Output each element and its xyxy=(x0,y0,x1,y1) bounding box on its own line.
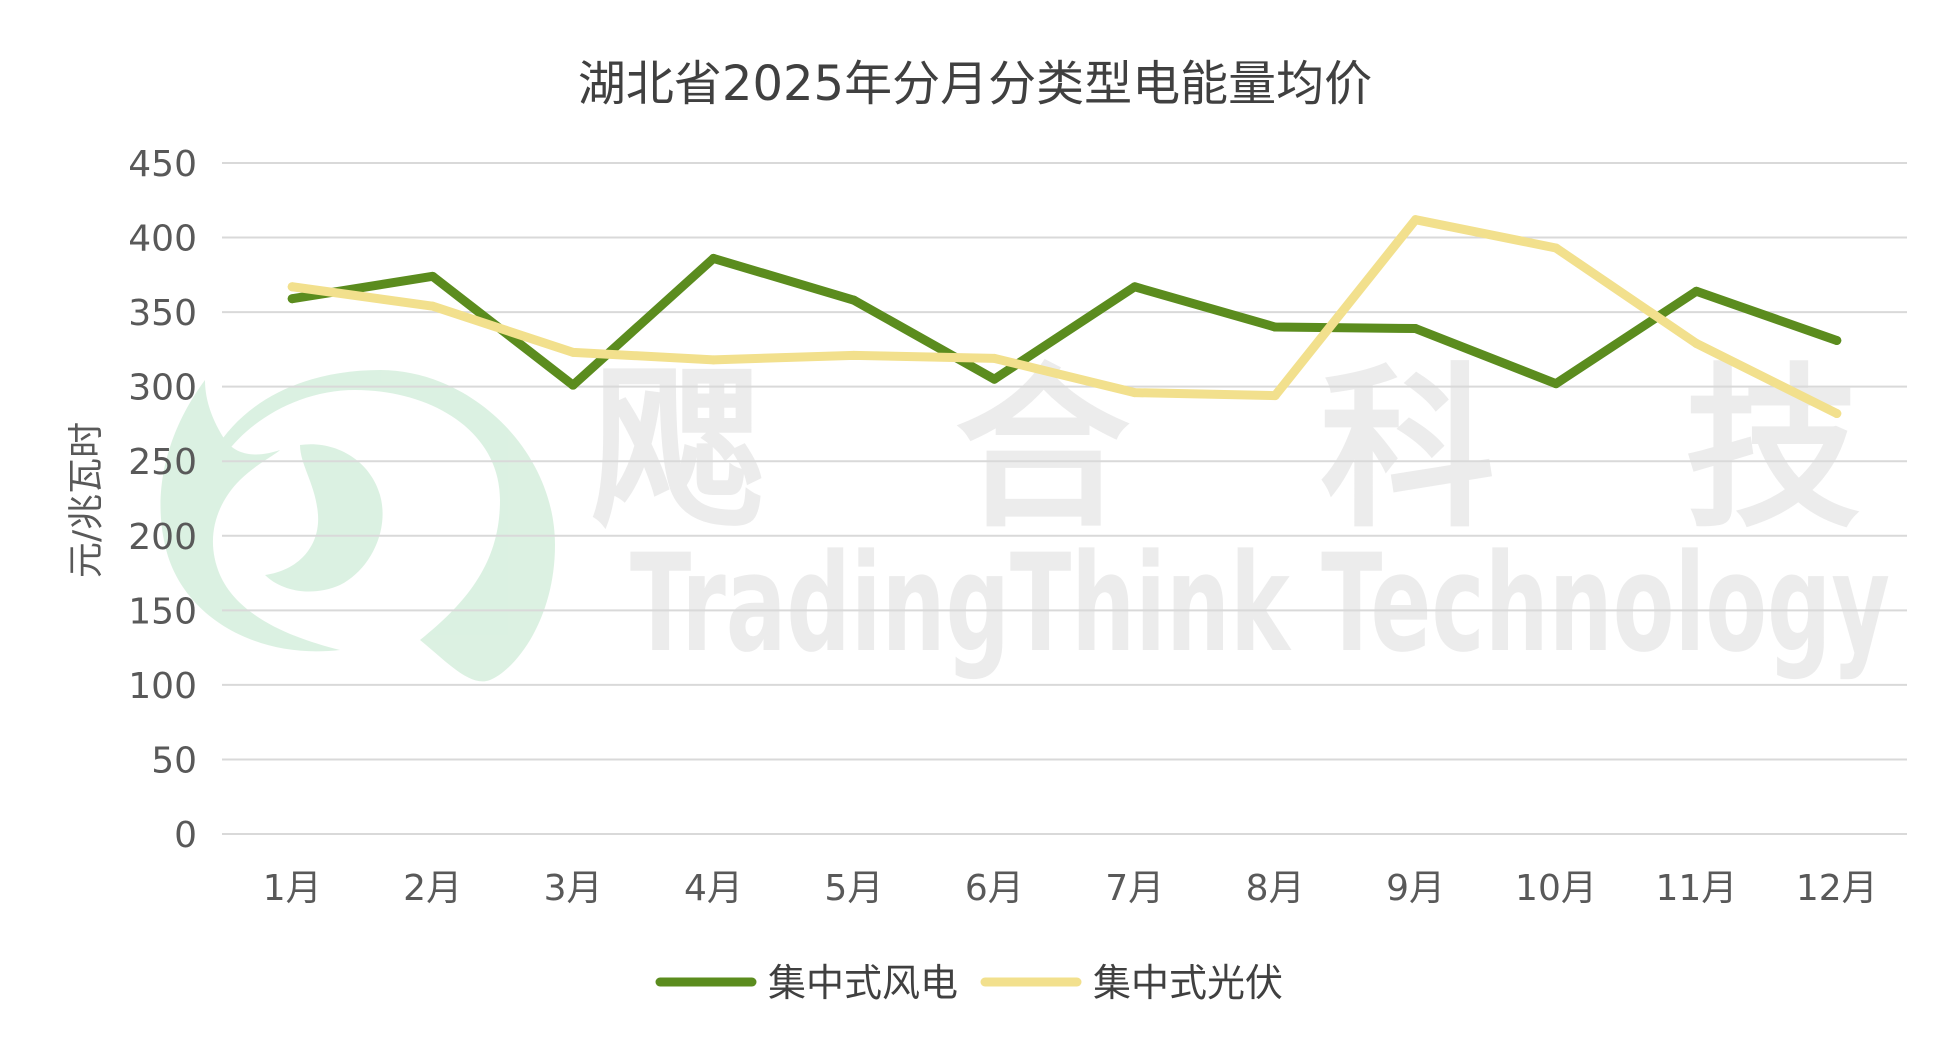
legend: 集中式风电 集中式光伏 xyxy=(655,961,1283,1005)
y-tick-label: 450 xyxy=(128,144,197,185)
data-point xyxy=(287,282,297,292)
logo-swirl-shape xyxy=(215,370,555,682)
y-tick-label: 250 xyxy=(128,442,197,483)
y-tick-label: 150 xyxy=(128,591,197,632)
x-tick-label: 7月 xyxy=(1105,868,1164,909)
watermark-char-1: 飔 xyxy=(590,349,765,552)
watermark-english: TradingThink Technology xyxy=(630,525,1890,682)
y-tick-label: 350 xyxy=(128,293,197,334)
x-tick-label: 9月 xyxy=(1386,868,1445,909)
legend-label: 集中式风电 xyxy=(768,961,958,1005)
data-point xyxy=(1551,379,1561,389)
data-point xyxy=(1691,338,1701,348)
data-point xyxy=(1130,388,1140,398)
data-point xyxy=(1411,215,1421,225)
watermark-char-2: 合 xyxy=(955,349,1130,552)
x-tick-label: 8月 xyxy=(1246,868,1305,909)
series-lines xyxy=(287,215,1842,419)
x-tick-label: 4月 xyxy=(684,868,743,909)
watermark-logo xyxy=(160,370,555,682)
data-point xyxy=(708,253,718,263)
data-point xyxy=(1551,243,1561,253)
y-tick-label: 50 xyxy=(151,740,197,781)
y-tick-label: 0 xyxy=(174,815,197,856)
data-point xyxy=(1411,324,1421,334)
y-tick-label: 300 xyxy=(128,368,197,409)
data-point xyxy=(428,301,438,311)
logo-inner-shape xyxy=(265,444,383,592)
x-tick-label: 1月 xyxy=(263,868,322,909)
watermark-char-3: 科 xyxy=(1320,349,1495,552)
x-tick-label: 12月 xyxy=(1796,868,1878,909)
data-point xyxy=(568,347,578,357)
y-tick-label: 400 xyxy=(128,219,197,260)
x-tick-label: 3月 xyxy=(544,868,603,909)
x-tick-label: 11月 xyxy=(1655,868,1737,909)
y-tick-label: 100 xyxy=(128,666,197,707)
x-tick-label: 5月 xyxy=(824,868,883,909)
y-axis-label: 元/兆瓦时 xyxy=(66,422,107,578)
data-point xyxy=(1691,286,1701,296)
data-point xyxy=(1270,391,1280,401)
data-point xyxy=(989,374,999,384)
x-axis-ticks: 1月 2月 3月 4月 5月 6月 7月 8月 9月 10月 11月 12月 xyxy=(263,868,1878,909)
data-point xyxy=(1130,282,1140,292)
data-point xyxy=(849,350,859,360)
gridlines xyxy=(222,162,1907,835)
y-axis-ticks: 0 50 100 150 200 250 300 350 400 450 xyxy=(128,144,197,856)
chart-title: 湖北省2025年分月分类型电能量均价 xyxy=(578,56,1372,112)
logo-leaf-shape xyxy=(160,380,340,652)
legend-label: 集中式光伏 xyxy=(1093,961,1283,1005)
data-point xyxy=(849,295,859,305)
data-point xyxy=(568,380,578,390)
x-tick-label: 2月 xyxy=(403,868,462,909)
y-tick-label: 200 xyxy=(128,517,197,558)
data-point xyxy=(1832,409,1842,419)
data-point xyxy=(428,271,438,281)
data-point xyxy=(1832,335,1842,345)
series-line-1 xyxy=(287,253,1842,390)
data-point xyxy=(1270,322,1280,332)
series-line-2 xyxy=(287,215,1842,419)
data-point xyxy=(989,353,999,363)
data-point xyxy=(287,294,297,304)
data-point xyxy=(708,355,718,365)
x-tick-label: 10月 xyxy=(1515,868,1597,909)
x-tick-label: 6月 xyxy=(965,868,1024,909)
